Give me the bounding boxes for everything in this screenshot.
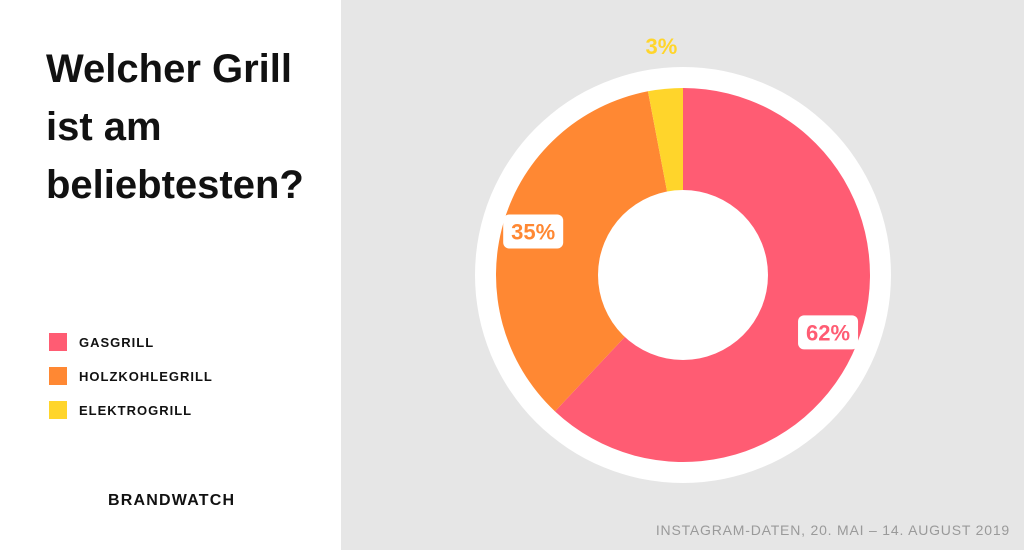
legend-item-holzkohlegrill: HOLZKOHLEGRILL: [49, 366, 213, 386]
slice-label-text: 62%: [806, 320, 850, 345]
legend-item-gasgrill: GASGRILL: [49, 332, 213, 352]
slice-label-text: 3%: [645, 34, 677, 59]
slice-label-elektrogrill: 3%: [645, 34, 677, 59]
label-group: 62% 35% 3%: [503, 34, 859, 350]
legend-swatch: [49, 401, 67, 419]
legend-item-elektrogrill: ELEKTROGRILL: [49, 400, 213, 420]
chart-title: Welcher Grill ist am beliebtesten?: [46, 47, 304, 207]
legend-label: GASGRILL: [79, 334, 155, 350]
legend-label: HOLZKOHLEGRILL: [79, 368, 213, 384]
legend-label: ELEKTROGRILL: [79, 402, 193, 418]
label-box: [503, 214, 564, 249]
brand-logo-text: BRANDWATCH: [108, 492, 236, 509]
right-panel: 62% 35% 3% INSTAGRAM-DATEN, 20. MAI – 14. …: [341, 0, 1024, 550]
label-box: [798, 315, 859, 350]
left-panel: Welcher Grill ist am beliebtesten? GASGR…: [0, 0, 341, 550]
source-note: INSTAGRAM-DATEN, 20. MAI – 14. AUGUST 20…: [655, 522, 1010, 538]
legend-swatch: [49, 333, 67, 351]
slice-label-gasgrill: 62%: [798, 315, 859, 350]
slice-holzkohlegrill: [496, 91, 683, 412]
donut-chart: 62% 35% 3%: [475, 34, 891, 483]
legend: GASGRILL HOLZKOHLEGRILL ELEKTROGRILL: [49, 332, 213, 434]
legend-swatch: [49, 367, 67, 385]
slice-label-text: 35%: [511, 219, 555, 244]
slice-label-holzkohlegrill: 35%: [503, 214, 564, 249]
donut-hole: [598, 190, 768, 360]
